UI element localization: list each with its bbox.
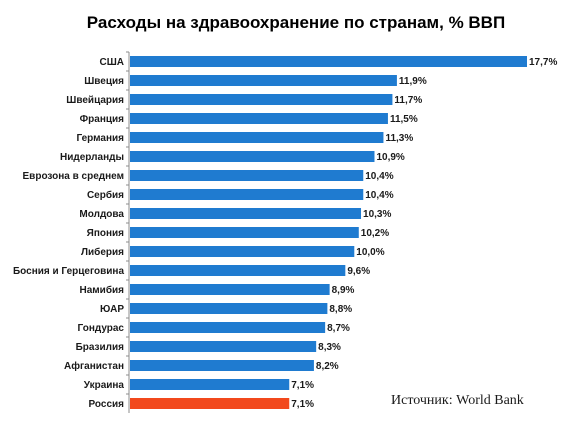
bar-1 (130, 75, 397, 86)
value-label: 8,7% (327, 323, 350, 334)
bars-group: США 17,7% Швеция 11,9% Швейцария 11,7% Франция… (13, 51, 557, 410)
category-label: Намибия (80, 284, 125, 296)
category-label: Швейцария (66, 95, 124, 106)
value-label: 8,3% (318, 342, 341, 353)
category-label: Германия (76, 133, 124, 144)
category-label: Сербия (87, 189, 124, 201)
value-label: 10,0% (356, 247, 384, 258)
bar-11 (130, 265, 346, 276)
category-label: Япония (87, 228, 125, 239)
value-label: 17,7% (529, 57, 557, 68)
bar-0 (130, 56, 527, 67)
bar-13 (130, 303, 328, 314)
bar-6 (130, 170, 364, 181)
bar-12 (130, 284, 330, 295)
bar-8 (130, 208, 362, 219)
category-label: США (100, 57, 125, 68)
value-label: 7,1% (291, 380, 314, 391)
value-label: 10,2% (361, 228, 389, 239)
value-label: 11,3% (385, 133, 413, 144)
value-label: 9,6% (347, 266, 370, 277)
category-label: Еврозона в среднем (23, 171, 124, 182)
value-label: 7,1% (291, 399, 314, 410)
bar-4 (130, 132, 384, 143)
bar-16 (130, 360, 314, 371)
bar-9 (130, 227, 359, 238)
value-label: 11,7% (394, 95, 422, 106)
value-label: 10,4% (365, 190, 393, 201)
bar-3 (130, 113, 388, 124)
source-note: Источник: World Bank (391, 393, 524, 408)
bar-10 (130, 246, 355, 257)
value-label: 11,5% (390, 114, 418, 125)
value-label: 8,9% (332, 285, 355, 296)
value-label: 8,8% (329, 304, 352, 315)
bar-14 (130, 322, 326, 333)
category-label: Украина (84, 380, 125, 391)
category-label: Афганистан (64, 360, 124, 372)
category-label: Нидерланды (60, 152, 124, 163)
category-label: Босния и Герцеговина (13, 266, 124, 277)
bar-2 (130, 94, 393, 105)
category-label: Россия (88, 399, 124, 410)
category-label: ЮАР (100, 304, 124, 315)
value-label: 8,2% (316, 361, 339, 372)
bar-7 (130, 189, 364, 200)
value-label: 10,9% (376, 152, 404, 163)
category-label: Бразилия (76, 342, 125, 353)
value-label: 10,3% (363, 209, 391, 220)
bar-15 (130, 341, 317, 352)
category-label: Либерия (81, 246, 124, 258)
category-label: Швеция (84, 76, 124, 87)
value-label: 11,9% (399, 76, 427, 87)
bar-17 (130, 379, 290, 390)
bar-5 (130, 151, 375, 162)
chart-title: Расходы на здравоохранение по странам, %… (87, 13, 505, 32)
value-label: 10,4% (365, 171, 393, 182)
category-label: Молдова (79, 209, 124, 220)
bar-18 (130, 398, 290, 409)
category-label: Гондурас (78, 323, 125, 334)
category-label: Франция (80, 114, 125, 125)
